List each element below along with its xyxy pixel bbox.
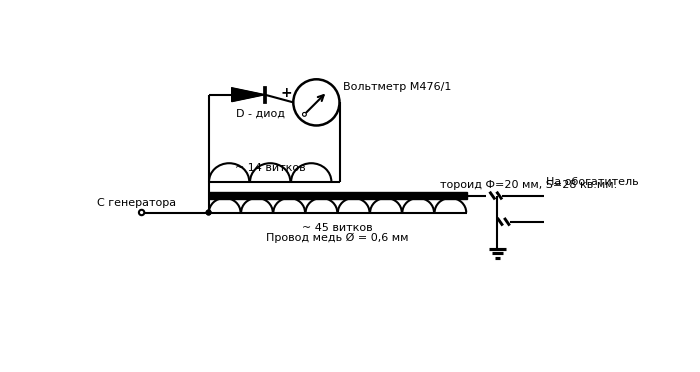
Text: ~ 45 витков: ~ 45 витков [302, 223, 373, 233]
Bar [209, 192, 466, 199]
Polygon shape [232, 88, 265, 102]
Text: С генератора: С генератора [97, 198, 176, 208]
Circle shape [206, 210, 211, 215]
Text: +: + [280, 86, 292, 100]
Text: Вольтметр М476/1: Вольтметр М476/1 [344, 82, 452, 92]
Text: Провод медь Ø = 0,6 мм: Провод медь Ø = 0,6 мм [266, 233, 409, 243]
Circle shape [206, 210, 211, 215]
Text: D - диод: D - диод [235, 109, 284, 119]
Text: На обогатитель: На обогатитель [546, 177, 638, 187]
Text: ~ 14 витков: ~ 14 витков [235, 163, 305, 173]
Text: тороид Ф=20 мм, S=28 кв.мм.: тороид Ф=20 мм, S=28 кв.мм. [440, 180, 617, 190]
